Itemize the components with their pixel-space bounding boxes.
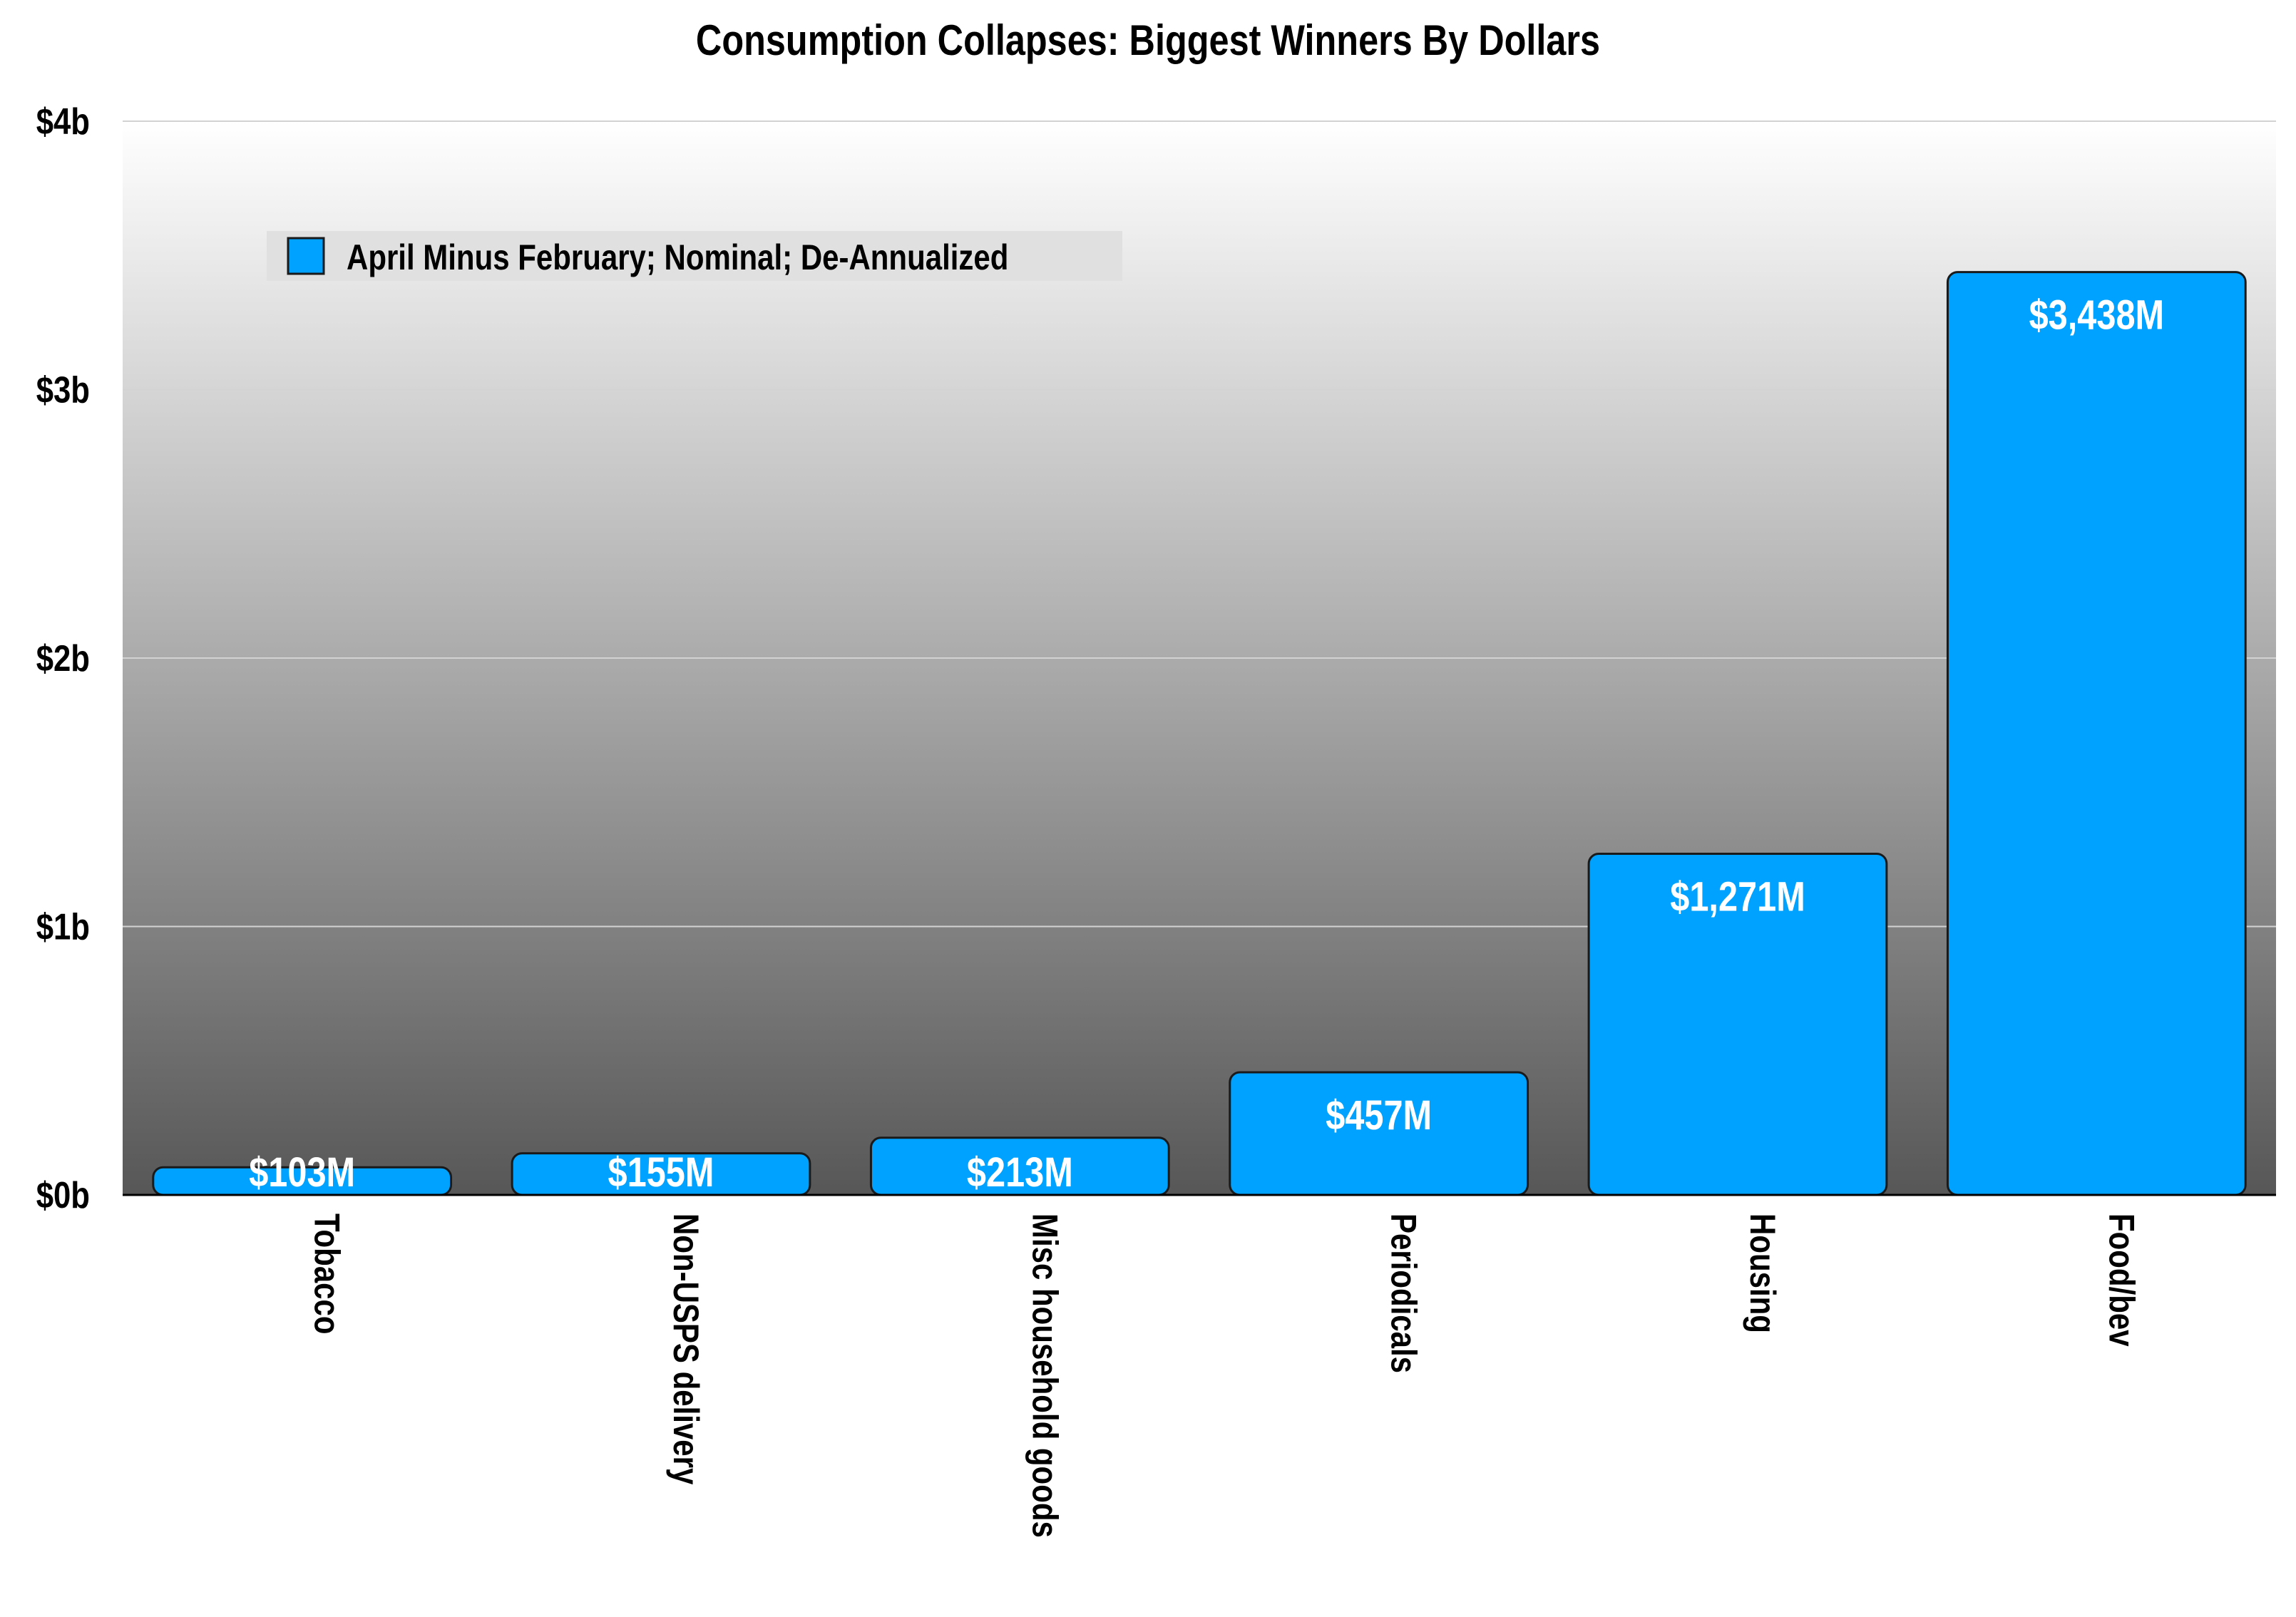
x-tick-label: Food/bev	[2102, 1213, 2142, 1347]
legend-label: April Minus February; Nominal; De-Annual…	[347, 237, 1008, 277]
bars	[152, 271, 2247, 1196]
legend-swatch	[287, 237, 325, 275]
gridlines	[123, 120, 2276, 928]
bar-value-label: $457M	[1326, 1093, 1432, 1139]
bar-value-label: $1,271M	[1670, 875, 1805, 920]
x-tick-label: Housing	[1743, 1213, 1783, 1333]
bar-labels: $103M $155M $213M $457M $1,271M $3,438M	[249, 293, 2164, 1196]
x-tick-label: Periodicals	[1384, 1213, 1424, 1373]
legend-box	[267, 231, 1122, 281]
y-axis: $0b $1b $2b $3b $4b	[36, 102, 90, 1216]
bar-value-label: $213M	[967, 1150, 1073, 1196]
x-tick-label: Non-USPS delivery	[666, 1213, 706, 1485]
x-axis: Tobacco Non-USPS delivery Misc household g…	[307, 1213, 2142, 1538]
y-tick-label: $3b	[36, 370, 90, 411]
bar-value-label: $103M	[249, 1150, 355, 1196]
y-tick-label: $0b	[36, 1176, 90, 1216]
bar	[1946, 271, 2247, 1196]
y-tick-label: $2b	[36, 639, 90, 679]
legend: April Minus February; Nominal; De-Annual…	[267, 231, 1122, 281]
y-tick-label: $4b	[36, 102, 90, 143]
bar-value-label: $155M	[608, 1150, 714, 1196]
bar-value-label: $3,438M	[2029, 293, 2165, 339]
x-tick-label: Misc household goods	[1025, 1213, 1065, 1538]
y-tick-label: $1b	[36, 907, 90, 948]
chart-title: Consumption Collapses: Biggest Winners B…	[695, 16, 1601, 64]
x-tick-label: Tobacco	[307, 1213, 347, 1335]
